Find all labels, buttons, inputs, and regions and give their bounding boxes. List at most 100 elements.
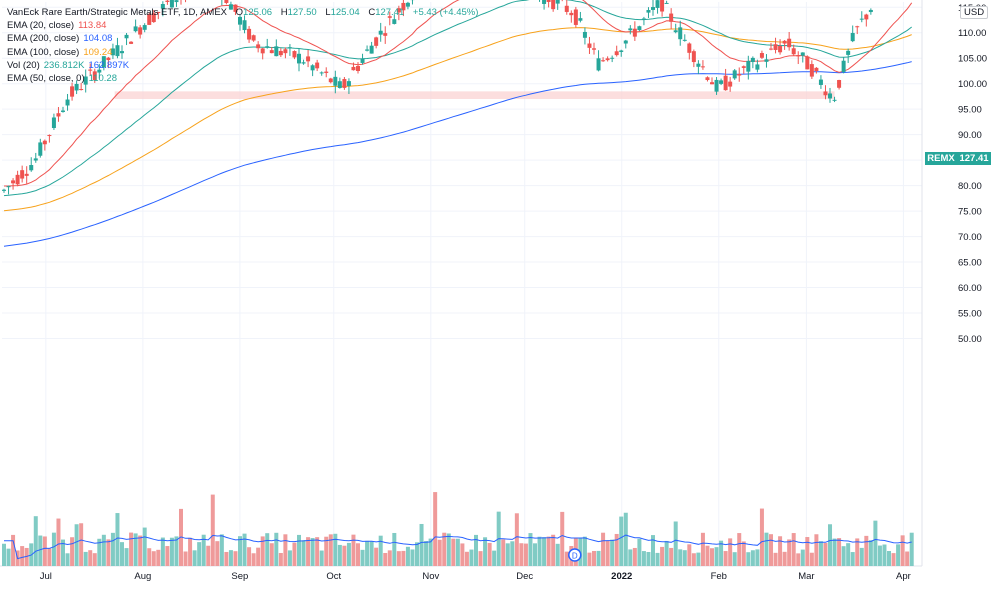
legend-ema100[interactable]: EMA (100, close) 109.24	[7, 46, 478, 59]
candle-body	[823, 91, 828, 96]
legend-ema200[interactable]: EMA (200, close) 104.08	[7, 32, 478, 45]
candle-body	[70, 86, 75, 97]
volume-bar	[455, 538, 460, 566]
legend-vol[interactable]: Vol (20) 236.812K 162.897K	[7, 59, 478, 72]
volume-bar	[868, 540, 873, 566]
volume-bar	[115, 513, 120, 566]
volume-bar	[828, 524, 833, 566]
volume-bar	[301, 540, 306, 566]
candle-body	[769, 48, 774, 50]
legend-ema50-label: EMA (50, close, 0)	[7, 73, 85, 85]
volume-bar	[433, 492, 438, 566]
volume-bar	[24, 547, 29, 566]
candle-body	[619, 50, 624, 52]
volume-bar	[442, 532, 447, 566]
legend-ema20-value: 113.84	[78, 20, 107, 32]
volume-bar	[700, 532, 705, 566]
price-tick-label: 105.00	[958, 54, 987, 65]
candle-body	[805, 56, 810, 70]
candle-body	[120, 51, 125, 54]
candle-body	[124, 34, 129, 39]
volume-bar	[424, 541, 429, 566]
candle-body	[83, 76, 88, 85]
candle-body	[401, 2, 406, 11]
legend-ema20[interactable]: EMA (20, close) 113.84	[7, 19, 478, 32]
volume-bar	[410, 549, 415, 566]
candle-body	[691, 51, 696, 63]
volume-bar	[219, 534, 224, 566]
volume-bar	[687, 544, 692, 566]
volume-bar	[274, 532, 279, 566]
candle-body	[337, 81, 342, 88]
volume-bar	[850, 552, 855, 566]
volume-bar	[669, 547, 674, 566]
candle-body	[56, 113, 61, 117]
candle-body	[387, 16, 392, 18]
close-value: 127.41	[375, 7, 405, 18]
candle-body	[687, 43, 692, 53]
volume-bar	[446, 533, 451, 566]
high-label: H	[280, 7, 288, 18]
candle-body	[147, 14, 152, 25]
candle-body	[374, 37, 379, 46]
volume-bar	[660, 546, 665, 566]
volume-bar	[896, 544, 901, 566]
volume-bar	[342, 545, 347, 566]
time-tick-label: Jul	[40, 571, 52, 582]
candle-body	[20, 170, 25, 179]
candle-body	[782, 40, 787, 44]
volume-bar	[6, 548, 11, 566]
volume-bar	[791, 533, 796, 566]
volume-bar	[514, 513, 519, 566]
candle-body	[79, 89, 84, 91]
candle-body	[732, 70, 737, 79]
ema200-line	[3, 61, 912, 247]
volume-bar	[405, 546, 410, 566]
volume-bar	[356, 543, 361, 566]
ema50-line	[3, 0, 913, 197]
ema100-line	[3, 27, 912, 212]
volume-bar	[310, 538, 315, 566]
volume-bar	[519, 543, 524, 566]
price-tick-label: 60.00	[958, 283, 982, 294]
candle-body	[61, 110, 66, 112]
candle-body	[546, 0, 551, 2]
candle-body	[42, 140, 47, 145]
price-tick-label: 75.00	[958, 207, 982, 218]
volume-bar	[265, 533, 270, 566]
volume-bar	[165, 546, 170, 566]
candle-body	[746, 60, 751, 72]
volume-bar	[759, 508, 764, 566]
volume-ma-line	[4, 534, 912, 560]
candle-body	[378, 30, 383, 35]
volume-bar	[691, 553, 696, 566]
price-tick-label: 65.00	[958, 258, 982, 269]
volume-bar	[20, 546, 25, 566]
candle-body	[832, 99, 837, 101]
high-value: 127.50	[287, 7, 317, 18]
candle-body	[773, 44, 778, 50]
volume-bar	[283, 534, 288, 566]
volume-bar	[83, 551, 88, 566]
legend-ema50[interactable]: EMA (50, close, 0) 110.28	[7, 72, 478, 85]
volume-bar	[42, 536, 47, 566]
volume-bar	[374, 547, 379, 566]
candle-body	[265, 46, 270, 48]
volume-bar	[855, 538, 860, 566]
candle-body	[38, 142, 43, 156]
volume-bar	[365, 540, 370, 566]
candle-body	[356, 66, 361, 72]
candle-body	[297, 53, 302, 64]
candle-body	[542, 0, 547, 4]
time-tick-label: 2022	[611, 571, 632, 582]
volume-bar	[787, 539, 792, 566]
volume-bar	[728, 538, 733, 566]
volume-bar	[877, 545, 882, 566]
volume-bar	[238, 536, 243, 566]
currency-unit-button[interactable]: USD	[960, 6, 989, 19]
volume-bar	[773, 552, 778, 566]
candle-body	[365, 49, 370, 51]
candle-body	[555, 0, 560, 4]
candle-body	[837, 80, 842, 88]
